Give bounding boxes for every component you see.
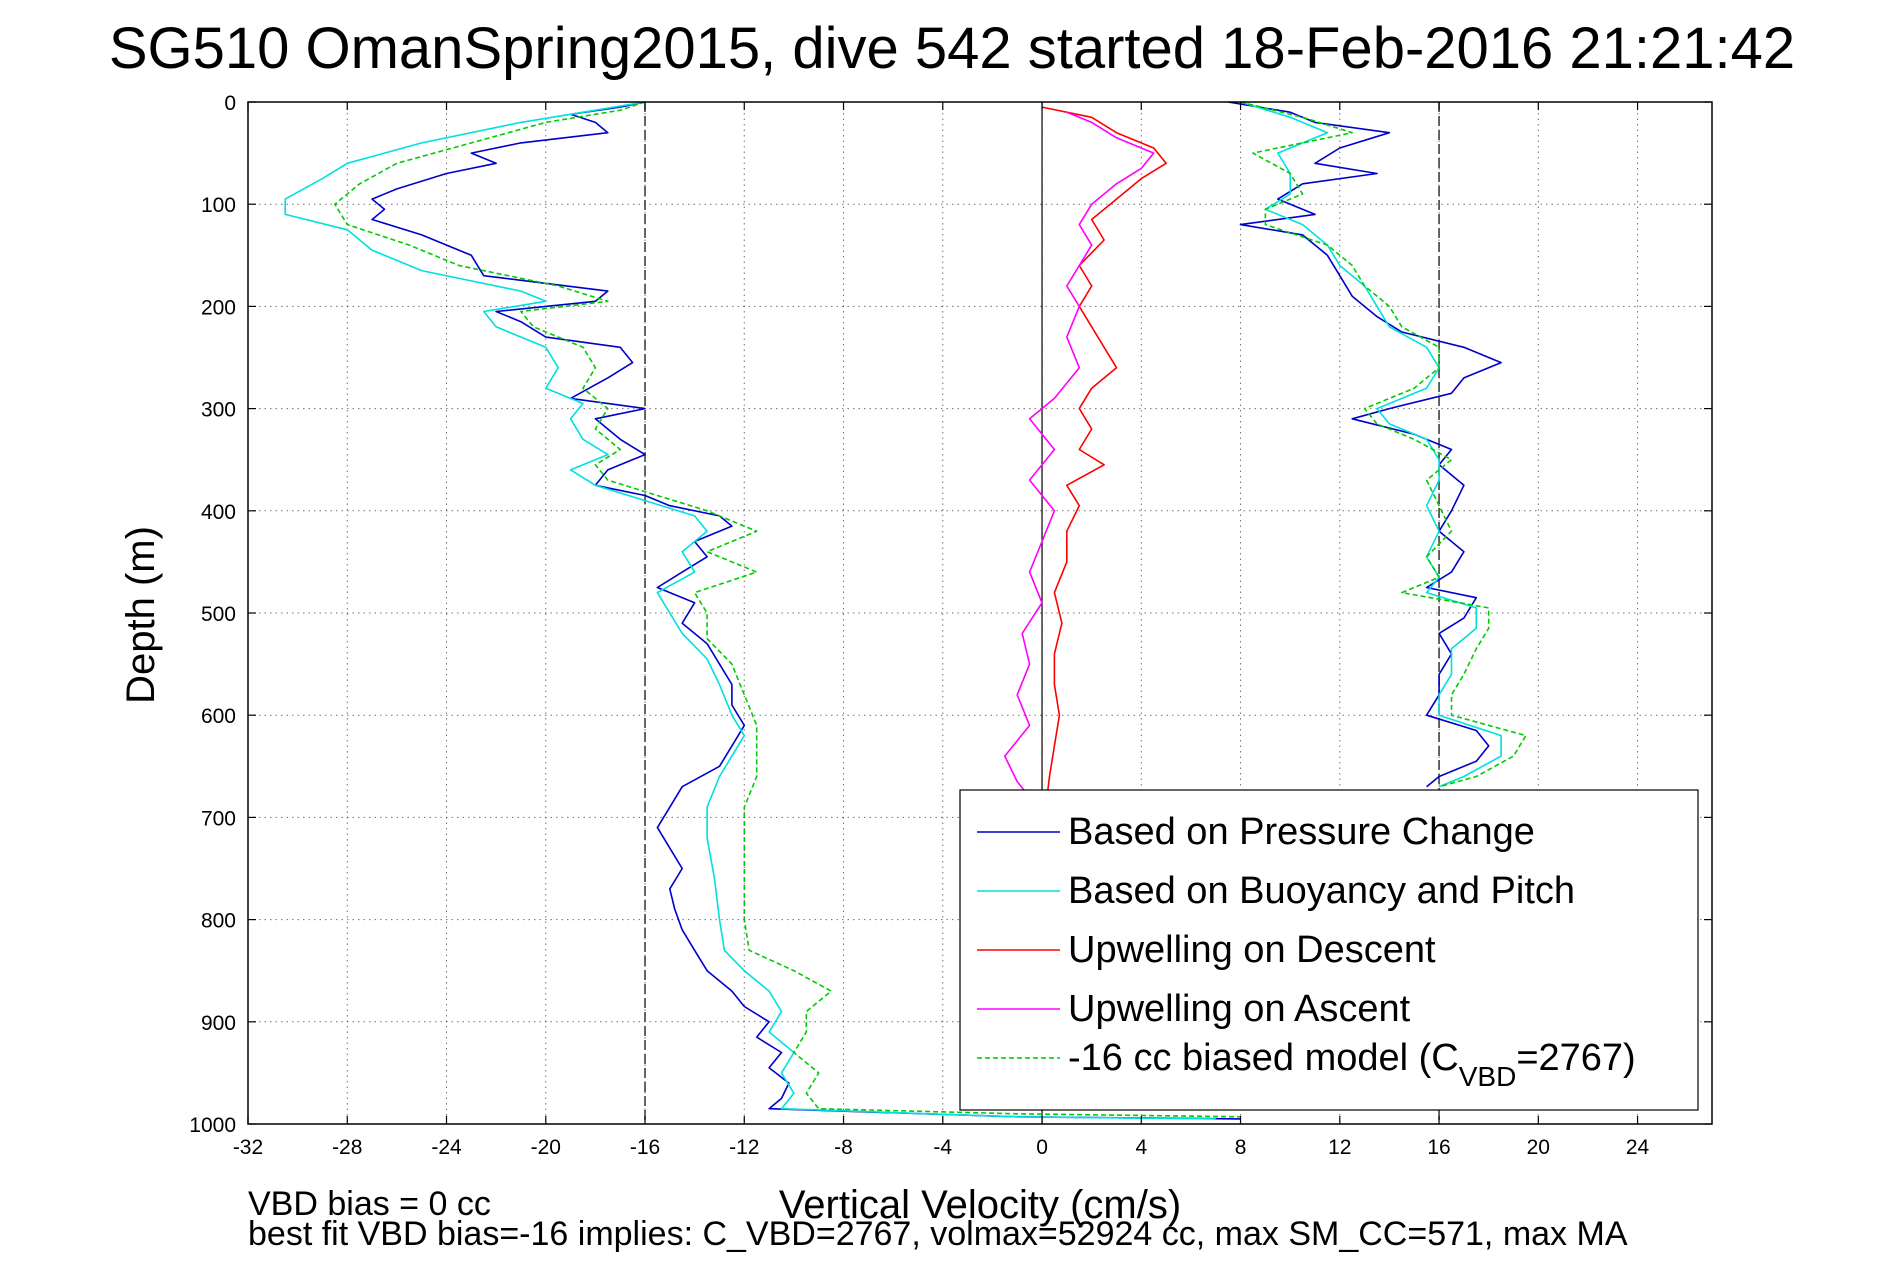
x-tick-label: 0: [1036, 1136, 1048, 1159]
legend-label: Upwelling on Ascent: [1068, 988, 1411, 1030]
y-tick-label: 100: [201, 194, 236, 217]
y-tick-label: 200: [201, 296, 236, 319]
x-tick-label: 4: [1135, 1136, 1147, 1159]
series-line: [1240, 101, 1502, 788]
y-tick-label: 400: [201, 501, 236, 524]
y-tick-label: 300: [201, 399, 236, 422]
legend-box: [959, 789, 1699, 1111]
y-tick-label: 800: [201, 910, 236, 933]
footer-vbd-bias: VBD bias = 0 cc: [248, 1185, 491, 1223]
x-tick-label: 20: [1527, 1136, 1550, 1159]
y-tick-label: 600: [201, 705, 236, 728]
x-tick-label: 16: [1427, 1136, 1450, 1159]
y-tick-label: 1000: [189, 1114, 236, 1137]
x-tick-label: 8: [1235, 1136, 1247, 1159]
y-tick-label: 0: [224, 92, 236, 115]
x-tick-label: 24: [1626, 1136, 1650, 1159]
data-series: [284, 101, 1527, 1120]
series-line: [334, 101, 1241, 1118]
y-axis-label: Depth (m): [119, 526, 163, 704]
footer-best-fit: best fit VBD bias=-16 implies: C_VBD=276…: [248, 1215, 1628, 1253]
legend-label: Based on Pressure Change: [1068, 811, 1535, 853]
x-tick-label: -16: [630, 1136, 660, 1159]
legend-label: -16 cc biased model (CVBD=2767): [1068, 1037, 1636, 1092]
series-line: [1240, 101, 1527, 788]
x-tick-label: -28: [332, 1136, 362, 1159]
x-axis-ticks: -32 -28 -24 -20 -16 -12 -8 -4 0 4 8 12 16 20 24: [233, 102, 1650, 1159]
series-line: [1041, 106, 1167, 798]
x-tick-label: -24: [431, 1136, 462, 1159]
x-axis-label: Vertical Velocity (cm/s): [779, 1183, 1181, 1227]
y-tick-label: 500: [201, 603, 236, 626]
x-tick-label: -32: [233, 1136, 263, 1159]
chart-title: SG510 OmanSpring2015, dive 542 started 1…: [109, 16, 1795, 81]
series-line: [371, 101, 1241, 1120]
legend-label: Upwelling on Descent: [1068, 929, 1436, 971]
x-tick-label: -4: [933, 1136, 952, 1159]
x-tick-label: 12: [1328, 1136, 1351, 1159]
y-tick-label: 700: [201, 807, 236, 830]
x-tick-label: -8: [834, 1136, 853, 1159]
series-line: [1004, 111, 1155, 798]
legend: Based on Pressure Change Based on Buoyanc…: [959, 789, 1699, 1111]
x-tick-label: -12: [729, 1136, 759, 1159]
y-axis-ticks: 0 100 200 300 400 500 600 700 800 900 1000: [189, 92, 1712, 1137]
series-line: [284, 101, 1216, 1120]
series-line: [1227, 101, 1502, 788]
legend-label: Based on Buoyancy and Pitch: [1068, 870, 1575, 912]
x-tick-label: -20: [531, 1136, 561, 1159]
y-tick-label: 900: [201, 1012, 236, 1035]
